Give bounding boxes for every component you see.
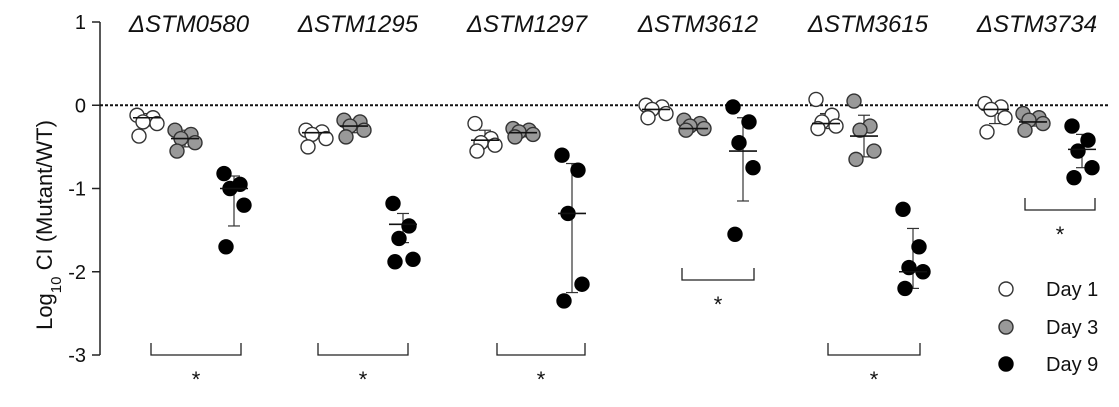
significance-bracket bbox=[681, 268, 755, 281]
data-point bbox=[678, 122, 694, 138]
data-point bbox=[391, 230, 407, 247]
data-point bbox=[216, 165, 232, 182]
data-point bbox=[897, 280, 913, 297]
data-point bbox=[848, 151, 864, 168]
significance-bracket bbox=[317, 343, 409, 356]
data-point bbox=[1080, 132, 1096, 148]
y-tick-label: 0 bbox=[75, 95, 86, 117]
group-3: ΔSTM3612 * bbox=[637, 11, 761, 317]
data-point bbox=[911, 239, 927, 255]
data-point bbox=[810, 120, 826, 137]
significance-bracket bbox=[827, 343, 921, 356]
data-point bbox=[846, 93, 862, 109]
significance-star: * bbox=[714, 292, 723, 317]
data-point bbox=[1017, 122, 1033, 138]
data-point bbox=[725, 99, 741, 115]
data-point bbox=[525, 126, 541, 143]
data-point bbox=[808, 91, 824, 108]
data-point bbox=[997, 110, 1013, 126]
data-point bbox=[236, 197, 252, 213]
legend: Day 1 Day 3 Day 9 bbox=[998, 279, 1098, 376]
significance-bracket bbox=[1024, 198, 1096, 211]
data-point bbox=[218, 239, 234, 255]
y-tick-label: 1 bbox=[75, 12, 86, 34]
data-point bbox=[467, 115, 483, 132]
data-point bbox=[895, 201, 911, 218]
data-point bbox=[385, 195, 401, 212]
legend-label: Day 9 bbox=[1046, 354, 1098, 376]
data-point bbox=[405, 251, 421, 267]
data-point bbox=[487, 137, 503, 153]
data-point bbox=[745, 159, 761, 176]
group-title: ΔSTM1297 bbox=[466, 11, 589, 38]
data-point bbox=[1084, 159, 1100, 176]
legend-label: Day 3 bbox=[1046, 317, 1098, 339]
group-title: ΔSTM1295 bbox=[297, 11, 419, 38]
group-title: ΔSTM3734 bbox=[976, 11, 1097, 38]
significance-star: * bbox=[1056, 222, 1065, 247]
data-point bbox=[554, 147, 570, 163]
significance-star: * bbox=[870, 367, 879, 392]
data-point bbox=[1070, 143, 1086, 159]
data-point bbox=[852, 122, 868, 138]
data-point bbox=[828, 118, 844, 134]
group-title: ΔSTM0580 bbox=[128, 11, 250, 38]
data-point bbox=[640, 110, 656, 126]
legend-marker bbox=[998, 356, 1014, 372]
y-axis-label: Log10 CI (Mutant/WT) bbox=[32, 120, 65, 330]
data-point bbox=[574, 276, 590, 292]
group-2: ΔSTM1297 * bbox=[466, 11, 590, 392]
data-point bbox=[1035, 115, 1051, 132]
legend-marker bbox=[998, 281, 1014, 297]
data-point bbox=[741, 114, 757, 130]
data-point bbox=[1064, 118, 1080, 134]
significance-star: * bbox=[359, 367, 368, 392]
significance-bracket bbox=[150, 343, 242, 356]
data-point bbox=[556, 293, 572, 309]
group-0: ΔSTM0580 * bbox=[128, 11, 252, 392]
data-point bbox=[727, 226, 743, 242]
data-point bbox=[570, 162, 586, 178]
data-point bbox=[318, 130, 334, 147]
significance-star: * bbox=[537, 367, 546, 392]
legend-label: Day 1 bbox=[1046, 279, 1098, 301]
y-axis: 1 0 -1 -2 -3 bbox=[68, 12, 101, 367]
data-point bbox=[338, 129, 354, 145]
y-tick-label: -2 bbox=[68, 262, 86, 284]
data-point bbox=[300, 139, 316, 155]
data-groups: ΔSTM0580*ΔSTM1295*ΔSTM1297*ΔSTM3612*ΔSTM… bbox=[128, 11, 1100, 392]
data-point bbox=[1066, 169, 1082, 186]
group-title: ΔSTM3615 bbox=[807, 11, 929, 38]
group-1: ΔSTM1295 * bbox=[297, 11, 421, 392]
data-point bbox=[149, 115, 165, 132]
data-point bbox=[979, 124, 995, 140]
data-point bbox=[401, 218, 417, 234]
significance-bracket bbox=[496, 343, 586, 356]
data-point bbox=[866, 143, 882, 159]
data-point bbox=[469, 143, 485, 159]
y-tick-label: -3 bbox=[68, 345, 86, 367]
data-point bbox=[131, 128, 147, 144]
group-5: ΔSTM3734 * bbox=[976, 11, 1100, 247]
data-point bbox=[731, 135, 747, 151]
data-point bbox=[387, 254, 403, 270]
data-point bbox=[169, 143, 185, 159]
legend-marker bbox=[998, 319, 1014, 335]
group-4: ΔSTM3615 * bbox=[807, 11, 931, 392]
group-title: ΔSTM3612 bbox=[637, 11, 758, 38]
significance-star: * bbox=[192, 367, 201, 392]
y-tick-label: -1 bbox=[68, 179, 86, 201]
